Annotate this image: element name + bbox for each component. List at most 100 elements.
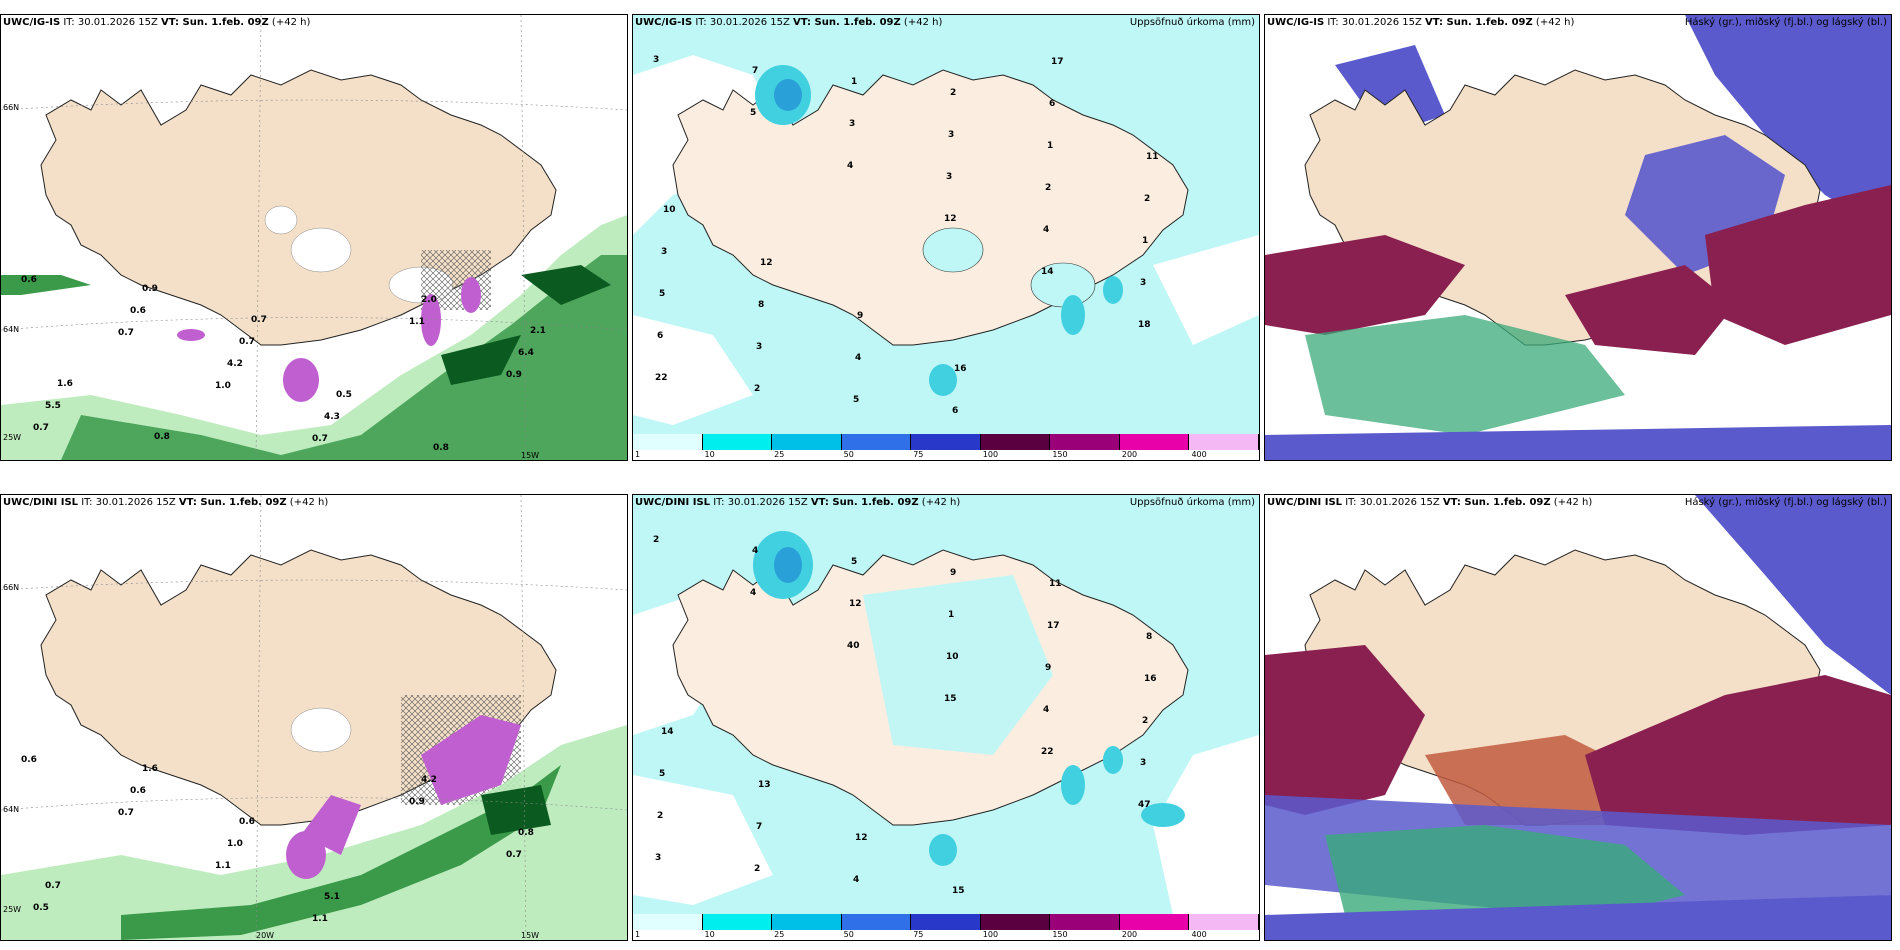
value-label: 0.8 — [433, 443, 449, 453]
value-label: 3 — [946, 172, 953, 182]
value-label: 22 — [655, 373, 668, 383]
value-label: 5 — [851, 557, 858, 567]
colorbar-segment — [702, 914, 773, 930]
colorbar-label: 25 — [774, 930, 785, 939]
value-label: 3 — [756, 342, 763, 352]
colorbar-segment — [1189, 914, 1259, 930]
panel-title: UWC/DINI ISL IT: 30.01.2026 15Z VT: Sun.… — [1267, 497, 1593, 508]
value-label: 0.8 — [154, 432, 170, 442]
value-label: 0.7 — [118, 328, 134, 338]
value-label: 4.3 — [324, 412, 340, 422]
value-label: 16 — [954, 364, 967, 374]
value-label: 0.9 — [409, 797, 425, 807]
panel-subtitle: Háský (gr.), miðský (fj.bl.) og lágský (… — [1684, 17, 1887, 28]
colorbar-label: 75 — [913, 930, 924, 939]
lat-label-64n: 64N — [3, 805, 20, 814]
value-label: 0.8 — [518, 828, 534, 838]
colorbar-segment — [1119, 914, 1190, 930]
panel-igis-precip: UWC/IG-IS IT: 30.01.2026 15Z VT: Sun. 1.… — [632, 14, 1260, 461]
value-label: 0.9 — [506, 370, 522, 380]
colorbar-label: 150 — [1052, 450, 1068, 459]
value-label: 0.6 — [130, 306, 146, 316]
value-label: 6 — [1049, 99, 1056, 109]
lon-label-20w: 20W — [256, 931, 275, 940]
panel-title: UWC/IG-IS IT: 30.01.2026 15Z VT: Sun. 1.… — [3, 17, 311, 28]
value-label: 18 — [1138, 320, 1151, 330]
value-label: 1 — [1047, 141, 1054, 151]
value-label: 5 — [659, 769, 666, 779]
value-label: 9 — [950, 568, 957, 578]
colorbar-label: 50 — [843, 930, 854, 939]
colorbar-segment — [1189, 434, 1259, 450]
colorbar-label: 50 — [843, 450, 854, 459]
colorbar-label: 10 — [704, 450, 715, 459]
value-label: 17 — [1047, 621, 1060, 631]
lon-label-15w: 15W — [521, 931, 540, 940]
value-label: 7 — [756, 822, 763, 832]
value-label: 47 — [1138, 800, 1151, 810]
value-label: 0.5 — [33, 903, 49, 913]
value-label: 0.7 — [312, 434, 328, 444]
value-label: 4 — [750, 588, 757, 598]
value-label: 12 — [855, 833, 868, 843]
map-dini-clouds — [1265, 495, 1891, 940]
value-label: 1.6 — [142, 764, 158, 774]
value-label: 1 — [851, 77, 858, 87]
value-label: 2 — [657, 811, 664, 821]
lon-label-25w: 25W — [3, 433, 22, 442]
map-igis-clouds — [1265, 15, 1891, 460]
value-label: 0.7 — [118, 808, 134, 818]
panel-dini-wind: UWC/DINI ISL IT: 30.01.2026 15Z VT: Sun.… — [0, 494, 628, 941]
value-label: 0.7 — [239, 337, 255, 347]
value-label: 9 — [857, 311, 864, 321]
value-label: 4 — [1043, 705, 1050, 715]
colorbar-label: 1 — [635, 930, 641, 939]
value-label: 1.6 — [57, 379, 73, 389]
colorbar-segment — [633, 914, 703, 930]
value-label: 4.2 — [421, 775, 437, 785]
colorbar-label: 100 — [982, 930, 999, 939]
colorbar-label: 1 — [635, 450, 641, 459]
value-label: 15 — [952, 886, 965, 896]
value-label: 2.0 — [421, 295, 437, 305]
value-label: 3 — [1140, 758, 1147, 768]
map-dini-wind — [1, 495, 627, 940]
colorbar-label: 400 — [1191, 450, 1207, 459]
colorbar-label: 75 — [913, 450, 924, 459]
value-label: 7 — [752, 66, 759, 76]
value-label: 1.1 — [215, 861, 231, 871]
value-label: 3 — [948, 130, 955, 140]
colorbar-segment — [841, 434, 912, 450]
value-label: 2.1 — [530, 326, 546, 336]
value-label: 3 — [849, 119, 856, 129]
value-label: 0.6 — [21, 275, 37, 285]
value-label: 15 — [944, 694, 957, 704]
colorbar-segment — [772, 434, 842, 450]
colorbar-segment — [911, 914, 981, 930]
value-label: 9 — [1045, 663, 1052, 673]
colorbar-segment — [911, 434, 981, 450]
colorbar-segment — [980, 914, 1051, 930]
value-label: 4 — [752, 546, 759, 556]
value-label: 2 — [754, 864, 761, 874]
value-label: 1 — [948, 610, 955, 620]
value-label: 11 — [1146, 152, 1159, 162]
colorbar-label: 10 — [704, 930, 715, 939]
panel-subtitle: Uppsöfnuð úrkoma (mm) — [1129, 17, 1255, 28]
value-label: 2 — [1045, 183, 1052, 193]
colorbar-segment — [1050, 914, 1120, 930]
colorbar-label: 100 — [982, 450, 999, 459]
value-label: 0.6 — [239, 817, 255, 827]
value-label: 2 — [1142, 716, 1149, 726]
value-label: 1.0 — [215, 381, 231, 391]
lon-label-15w: 15W — [521, 451, 540, 460]
colorbar-label: 400 — [1191, 930, 1207, 939]
value-label: 0.7 — [45, 881, 61, 891]
value-label: 0.6 — [21, 755, 37, 765]
value-label: 16 — [1144, 674, 1157, 684]
value-label: 17 — [1051, 57, 1064, 67]
map-dini-precip — [633, 495, 1259, 915]
panel-title: UWC/IG-IS IT: 30.01.2026 15Z VT: Sun. 1.… — [1267, 17, 1575, 28]
value-label: 1.1 — [312, 914, 328, 924]
value-label: 12 — [760, 258, 773, 268]
